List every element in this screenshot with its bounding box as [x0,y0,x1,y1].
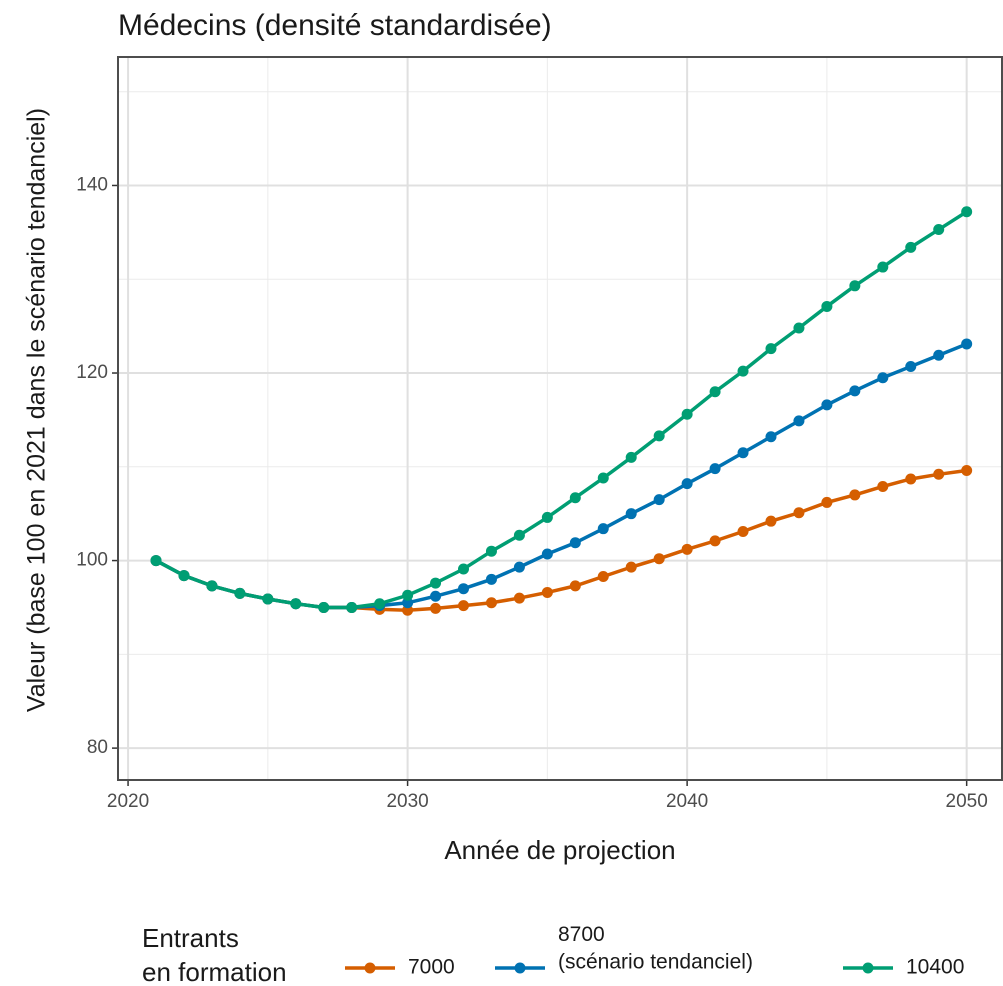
point [933,224,945,236]
x-tick-label: 2020 [107,791,149,812]
point [206,580,218,592]
point [849,489,861,501]
point [709,386,721,398]
point [793,507,805,519]
panel-border [117,56,1003,781]
point [178,570,190,582]
point [458,563,470,575]
point [737,525,749,537]
point [653,430,665,442]
point [933,468,945,480]
point [597,571,609,583]
y-tick-label: 120 [76,362,108,383]
point [849,385,861,397]
legend-title: Entrants en formation [142,923,287,986]
point [821,399,833,411]
point [961,206,973,218]
legend-swatch-point [862,962,874,974]
point [569,580,581,592]
point [541,511,553,523]
y-tick-label: 80 [87,737,108,758]
point [430,590,442,602]
point [430,602,442,614]
point [709,463,721,475]
point [458,583,470,595]
point [485,597,497,609]
point [625,561,637,573]
point [458,600,470,612]
point [541,586,553,598]
point [905,241,917,253]
point [681,408,693,420]
point [290,598,302,610]
point [765,431,777,443]
point [653,494,665,506]
point [765,515,777,527]
legend-label: 8700 (scénario tendanciel) [558,923,753,973]
point [150,555,162,567]
point [821,300,833,312]
point [625,508,637,520]
legend-swatch-point [514,962,526,974]
point [430,577,442,589]
series-line [155,468,967,613]
y-axis-title: Valeur (base 100 en 2021 dans le scénari… [23,108,51,712]
point [737,447,749,459]
point [821,496,833,508]
x-axis-title: Année de projection [444,835,675,865]
legend-label: 7000 [408,956,455,979]
point [513,592,525,604]
point [737,365,749,377]
point [793,322,805,334]
point [933,349,945,361]
legend-swatch-point [364,962,376,974]
point [318,601,330,613]
x-tick-label: 2030 [386,791,428,812]
chart-title: Médecins (densité standardisée) [118,9,552,42]
point [849,280,861,292]
point [961,338,973,350]
point [681,478,693,490]
legend-label: 10400 [906,956,964,979]
point [961,465,973,477]
point [905,473,917,485]
point [262,593,274,605]
point [709,535,721,547]
point [402,589,414,601]
point [569,537,581,549]
point [597,472,609,484]
point [485,545,497,557]
point [541,548,553,560]
point [681,543,693,555]
point [765,343,777,355]
point [625,451,637,463]
x-tick-label: 2040 [666,791,708,812]
point [569,492,581,504]
series-line [155,342,968,610]
point [877,480,889,492]
point [793,415,805,427]
point [513,561,525,573]
point [513,529,525,541]
point [485,573,497,585]
point [234,587,246,599]
point [877,261,889,273]
x-tick-label: 2050 [946,791,988,812]
y-tick-label: 100 [76,550,108,571]
y-tick-label: 140 [76,174,108,195]
point [905,360,917,372]
point [374,598,386,610]
point [653,553,665,565]
point [877,372,889,384]
point [346,601,358,613]
point [597,523,609,535]
